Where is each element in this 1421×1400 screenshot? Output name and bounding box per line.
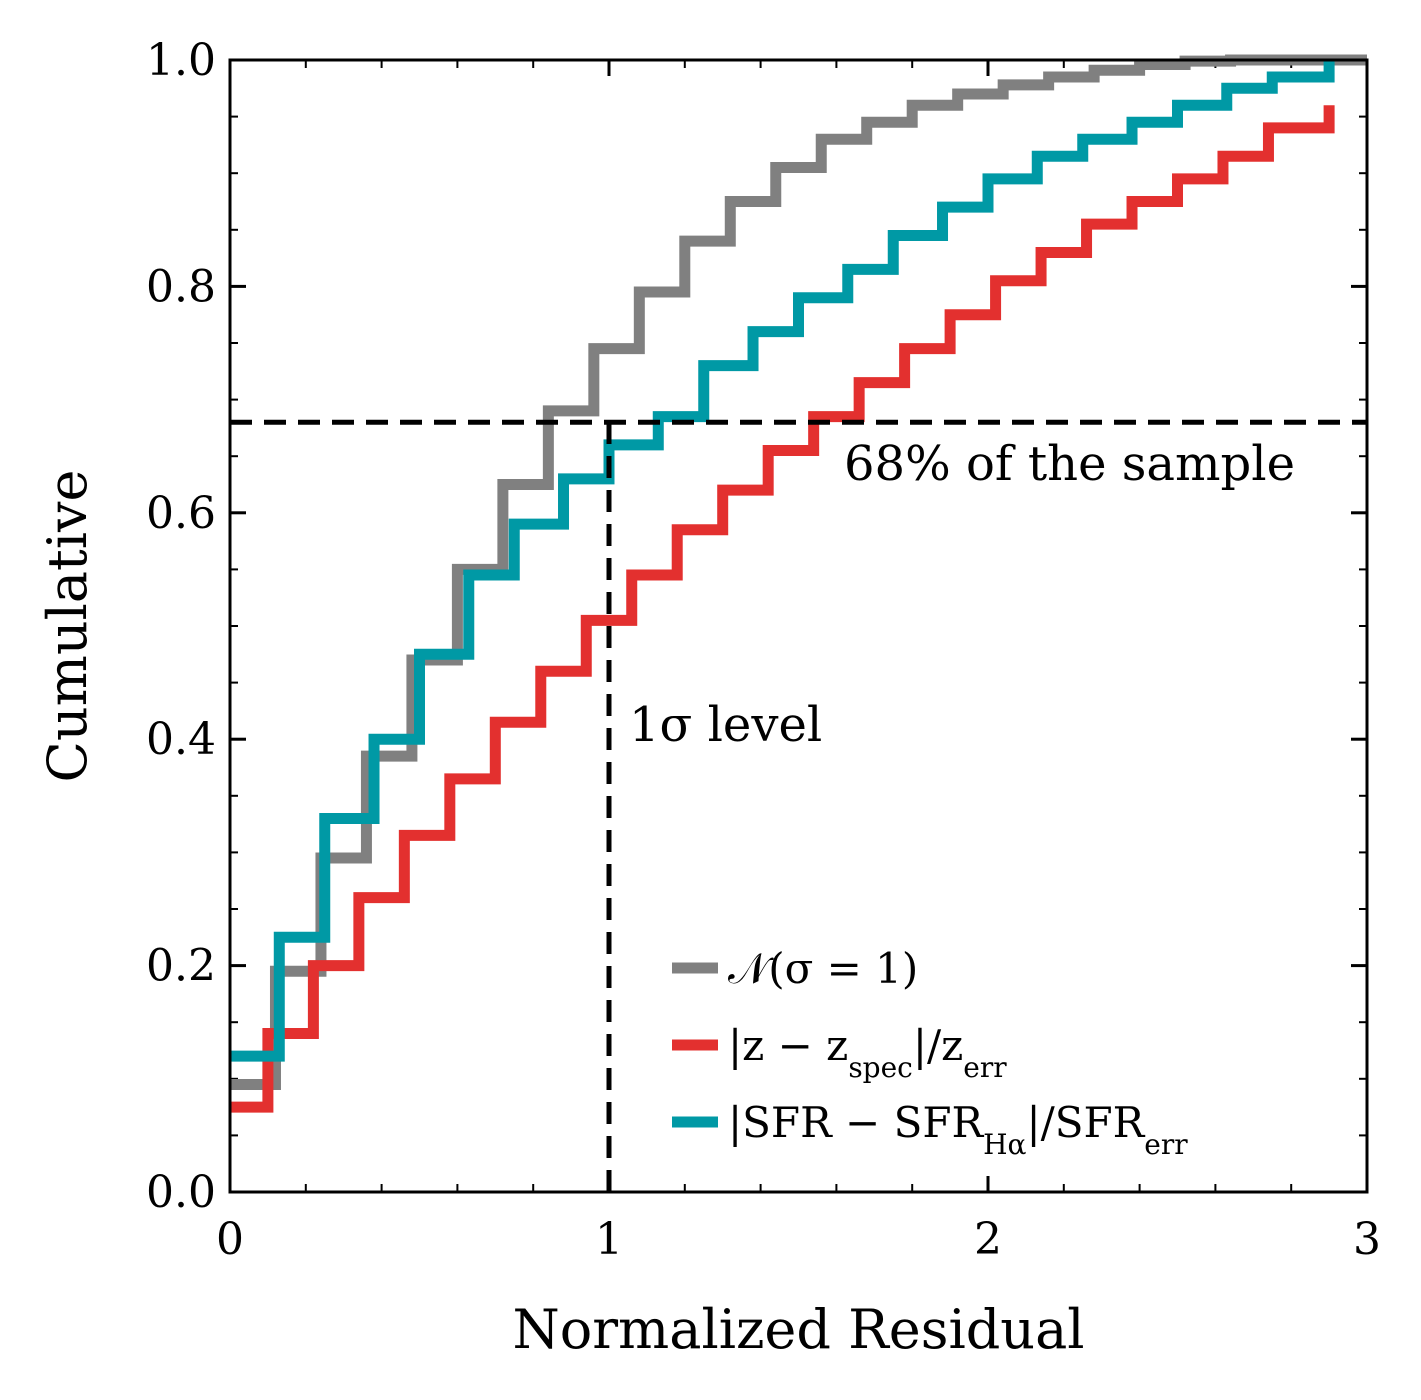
y-axis-title: Cumulative	[36, 470, 99, 783]
x-tick-label: 3	[1353, 1214, 1381, 1265]
legend: 𝒩(σ = 1) |z − zspec|/zerr |SFR − SFRHα|/…	[672, 944, 1188, 1161]
legend-label-sfr: |SFR − SFRHα|/SFRerr	[728, 1098, 1188, 1161]
y-tick-label: 0.8	[146, 261, 216, 312]
legend-label-redshift: |z − zspec|/zerr	[728, 1021, 1007, 1084]
x-tick-label: 2	[974, 1214, 1002, 1265]
series-redshift-step-line	[230, 105, 1335, 1113]
reference-lines	[230, 419, 1367, 1192]
sample-68-annotation: 68% of the sample	[844, 436, 1295, 492]
x-axis-title: Normalized Residual	[512, 1298, 1084, 1361]
series-lines	[230, 54, 1367, 1113]
one-sigma-annotation: 1σ level	[629, 697, 822, 753]
x-tick-label: 0	[216, 1214, 244, 1265]
series-normal-step-line	[230, 54, 1367, 1090]
x-tick-label: 1	[595, 1214, 623, 1265]
plot-frame	[228, 58, 1369, 1194]
y-tick-label: 0.2	[146, 941, 216, 992]
y-tick-label: 0.0	[146, 1167, 216, 1218]
legend-label-normal: 𝒩(σ = 1)	[728, 944, 918, 993]
y-tick-label: 1.0	[146, 35, 216, 86]
y-tick-label: 0.6	[146, 488, 216, 539]
series-sfr-step-line	[230, 60, 1335, 1062]
y-tick-label: 0.4	[146, 714, 216, 765]
